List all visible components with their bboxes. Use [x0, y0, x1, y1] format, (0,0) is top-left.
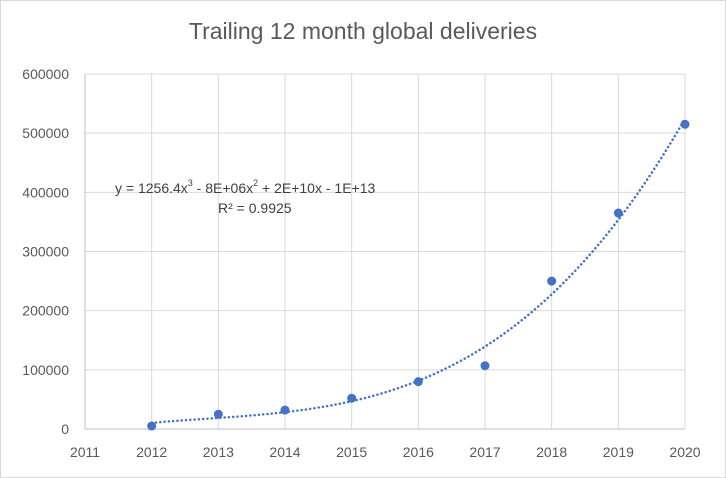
data-point — [280, 405, 290, 415]
y-tick-label: 600000 — [22, 66, 69, 82]
x-tick-label: 2017 — [469, 444, 500, 460]
x-tick-label: 2020 — [669, 444, 700, 460]
y-tick-label: 300000 — [22, 244, 69, 260]
y-tick-label: 500000 — [22, 125, 69, 141]
data-point — [480, 361, 490, 371]
data-point — [547, 276, 557, 286]
data-point — [680, 119, 690, 129]
y-tick-label: 400000 — [22, 184, 69, 200]
x-tick-label: 2015 — [336, 444, 367, 460]
chart-title: Trailing 12 month global deliveries — [188, 18, 538, 44]
x-tick-label: 2014 — [269, 444, 300, 460]
tick-labels: 0 100000 200000 300000 400000 500000 600000 201… — [22, 66, 700, 460]
data-point — [347, 393, 357, 403]
y-tick-label: 100000 — [22, 362, 69, 378]
trendline-r-squared: R² = 0.9925 — [218, 200, 292, 216]
x-tick-label: 2011 — [70, 444, 100, 460]
axes — [84, 74, 685, 430]
data-point — [613, 208, 623, 218]
y-tick-label: 200000 — [22, 303, 69, 319]
trendline-equation: y = 1256.4x3 - 8E+06x2 + 2E+10x - 1E+13 … — [115, 178, 376, 216]
gridlines — [85, 73, 686, 429]
data-point — [413, 377, 423, 387]
x-tick-label: 2018 — [536, 444, 567, 460]
data-point — [213, 409, 223, 419]
x-tick-label: 2013 — [203, 444, 234, 460]
y-tick-label: 0 — [61, 421, 69, 437]
data-point — [147, 421, 157, 431]
x-tick-label: 2016 — [403, 444, 434, 460]
x-tick-label: 2019 — [603, 444, 634, 460]
x-tick-label: 2012 — [136, 444, 167, 460]
data-points — [147, 119, 690, 431]
trendline-equation-formula: y = 1256.4x3 - 8E+06x2 + 2E+10x - 1E+13 — [115, 178, 376, 196]
